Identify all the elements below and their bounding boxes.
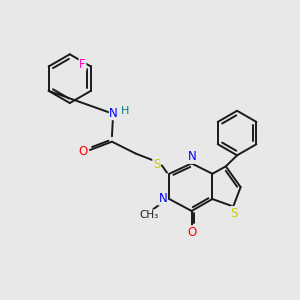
Text: F: F — [79, 58, 86, 70]
Text: N: N — [110, 106, 118, 120]
Text: S: S — [231, 206, 238, 220]
Text: N: N — [158, 192, 167, 205]
Text: H: H — [121, 106, 130, 116]
Text: N: N — [188, 150, 197, 163]
Text: O: O — [79, 145, 88, 158]
Text: S: S — [153, 158, 160, 171]
Text: CH₃: CH₃ — [140, 210, 159, 220]
Text: O: O — [187, 226, 196, 239]
